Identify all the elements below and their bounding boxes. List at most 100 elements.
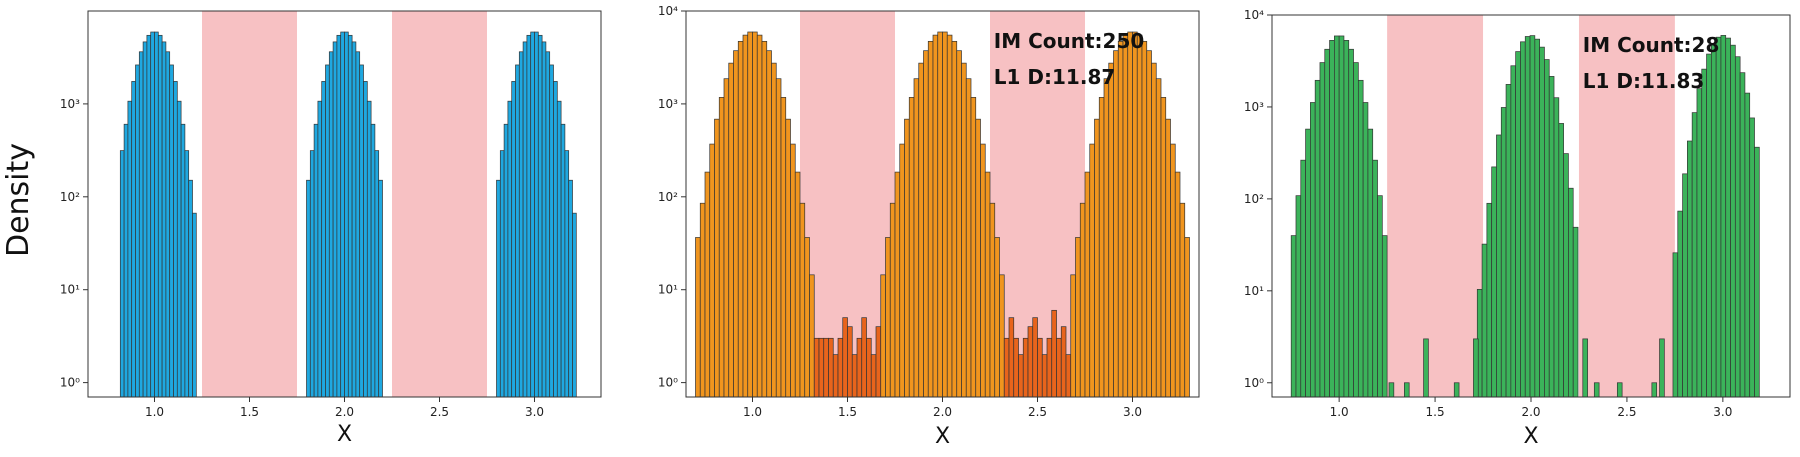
- shaded-region: [1387, 15, 1484, 397]
- histogram-bar: [695, 237, 701, 398]
- histogram-bar: [340, 31, 345, 398]
- histogram-bar: [347, 34, 353, 398]
- shaded-region: [202, 11, 297, 397]
- histogram-bar: [1300, 159, 1306, 398]
- histogram-bar: [899, 143, 905, 398]
- histogram-bar: [127, 100, 133, 398]
- histogram-bar: [564, 150, 570, 398]
- histogram-bar: [775, 78, 782, 398]
- histogram-bar: [1423, 338, 1429, 398]
- x-tick-label: 1.0: [1330, 405, 1349, 419]
- histogram-bar: [351, 41, 357, 398]
- histogram-bar: [1616, 382, 1623, 398]
- histogram-bar: [742, 34, 749, 398]
- histogram-bar: [747, 31, 753, 398]
- histogram-bar: [541, 41, 547, 398]
- y-tick-label: 10¹: [60, 283, 80, 297]
- histogram-bar: [1305, 128, 1311, 398]
- histogram-bar: [1524, 36, 1531, 398]
- x-tick-label: 3.0: [1713, 405, 1732, 419]
- x-tick-label: 2.5: [430, 405, 449, 419]
- histogram-bar: [1362, 102, 1369, 398]
- histogram-bar: [313, 123, 319, 398]
- histogram-bar: [192, 212, 197, 398]
- histogram-bar: [851, 354, 858, 398]
- histogram-bar: [908, 97, 915, 398]
- histogram-bar: [1563, 153, 1569, 398]
- histogram-bar: [359, 64, 364, 398]
- histogram-bar: [733, 50, 739, 398]
- histogram-bar: [1473, 338, 1479, 398]
- histogram-bar: [1334, 35, 1340, 398]
- histogram-bar: [1534, 38, 1540, 398]
- histogram-bar: [1310, 102, 1316, 398]
- chart-panel-blue: 10⁰ 10¹ 10² 10³ 1.0 1.5 2.0 2.5 3.0 X: [60, 10, 602, 447]
- histogram-bar: [150, 31, 155, 398]
- histogram-bar: [951, 40, 958, 398]
- histogram-bar: [366, 100, 372, 398]
- y-tick-label: 10¹: [658, 283, 678, 297]
- histogram-bar: [1453, 382, 1460, 398]
- histogram-bar: [1018, 354, 1024, 398]
- histogram-bar: [1094, 118, 1100, 398]
- histogram-bar: [913, 78, 920, 398]
- histogram-bar: [942, 31, 948, 398]
- histogram-bar: [545, 51, 551, 398]
- histogram-bar: [568, 179, 573, 398]
- histogram-bar: [184, 150, 190, 398]
- histogram-bar: [157, 34, 163, 398]
- histogram-bar: [1520, 41, 1526, 398]
- x-tick-label: 2.0: [933, 405, 952, 419]
- histogram-bar: [1098, 97, 1105, 398]
- histogram-bar: [1324, 48, 1330, 398]
- x-tick-label: 1.5: [1426, 405, 1445, 419]
- histogram-bar: [1710, 43, 1717, 398]
- y-tick-label: 10²: [60, 190, 80, 204]
- histogram-bar: [1730, 44, 1736, 398]
- histogram-bar: [980, 143, 986, 398]
- histogram-bar: [723, 78, 730, 398]
- histogram-bar: [1070, 274, 1076, 398]
- histogram-bar: [1013, 337, 1019, 398]
- shaded-region: [1578, 15, 1675, 397]
- histogram-bar: [946, 34, 953, 398]
- histogram-bar: [804, 237, 810, 398]
- histogram-bar: [1329, 40, 1335, 398]
- histogram-bar: [828, 337, 834, 398]
- histogram-bar: [325, 64, 330, 398]
- histogram-bar: [363, 81, 368, 398]
- histogram-bar: [1553, 97, 1560, 398]
- histogram-bar: [870, 354, 877, 398]
- histogram-bar: [123, 123, 129, 398]
- histogram-bar: [709, 143, 715, 398]
- chart-panel-orange: 10⁰ 10¹ 10² 10³ 10⁴ 1.0 1.5 2.0 2.5 3.0 X IM Count:…: [658, 4, 1200, 449]
- histogram-bar: [317, 100, 323, 398]
- histogram-bar: [503, 123, 509, 398]
- histogram-bar: [1338, 35, 1345, 398]
- histogram-bar: [1682, 173, 1688, 398]
- histogram-bar: [1136, 34, 1143, 398]
- histogram-bar: [932, 34, 939, 398]
- histogram-bar: [1715, 36, 1722, 398]
- histogram-bar: [169, 64, 174, 398]
- histogram-bar: [1132, 31, 1138, 398]
- histogram-bar: [904, 118, 910, 398]
- histogram-bar: [515, 64, 520, 398]
- histogram-bar: [771, 62, 777, 398]
- histogram-bar: [1593, 382, 1600, 398]
- histogram-bar: [994, 237, 1000, 398]
- histogram-bar: [894, 171, 901, 398]
- histogram-bar: [1060, 326, 1067, 398]
- histogram-bar: [866, 337, 872, 398]
- histogram-bar: [1027, 326, 1034, 398]
- figure-y-label: Density: [1, 143, 36, 257]
- chart-panel-green: 10⁰ 10¹ 10² 10³ 10⁴ 1.0 1.5 2.0 2.5 3.0 X IM Count:…: [1244, 8, 1791, 449]
- histogram-bar: [378, 179, 383, 398]
- histogram-bar: [1548, 76, 1555, 398]
- histogram-bar: [1022, 337, 1029, 398]
- histogram-bar: [1075, 237, 1081, 398]
- histogram-bar: [1749, 117, 1755, 398]
- histogram-bar: [1739, 72, 1746, 398]
- histogram-bar: [1651, 382, 1658, 398]
- histogram-bar: [880, 274, 886, 398]
